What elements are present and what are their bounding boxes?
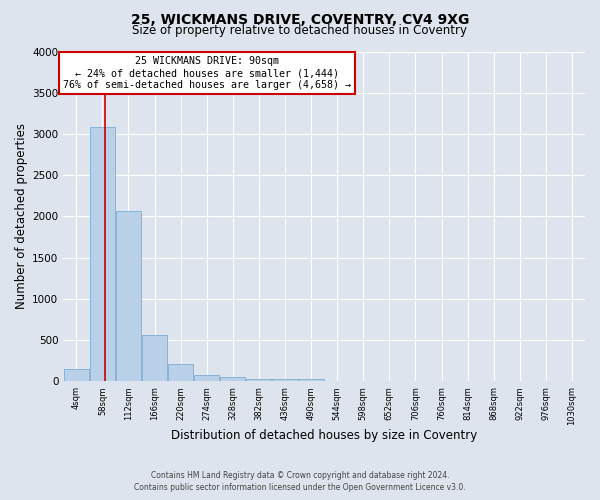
Bar (194, 376, 220, 382)
Bar (247, 379, 271, 382)
Bar (142, 336, 167, 382)
Text: 25 WICKMANS DRIVE: 90sqm
← 24% of detached houses are smaller (1,444)
76% of sem: 25 WICKMANS DRIVE: 90sqm ← 24% of detach… (63, 56, 351, 90)
X-axis label: Distribution of detached houses by size in Coventry: Distribution of detached houses by size … (171, 430, 477, 442)
Text: Size of property relative to detached houses in Coventry: Size of property relative to detached ho… (133, 24, 467, 37)
Y-axis label: Number of detached properties: Number of detached properties (15, 124, 28, 310)
Bar (90, 128, 115, 382)
Bar (64, 369, 89, 382)
Text: Contains HM Land Registry data © Crown copyright and database right 2024.
Contai: Contains HM Land Registry data © Crown c… (134, 471, 466, 492)
Bar (116, 210, 141, 382)
Bar (272, 379, 298, 382)
Text: 25, WICKMANS DRIVE, COVENTRY, CV4 9XG: 25, WICKMANS DRIVE, COVENTRY, CV4 9XG (131, 12, 469, 26)
Bar (299, 380, 323, 382)
Bar (168, 364, 193, 382)
Bar (220, 377, 245, 382)
